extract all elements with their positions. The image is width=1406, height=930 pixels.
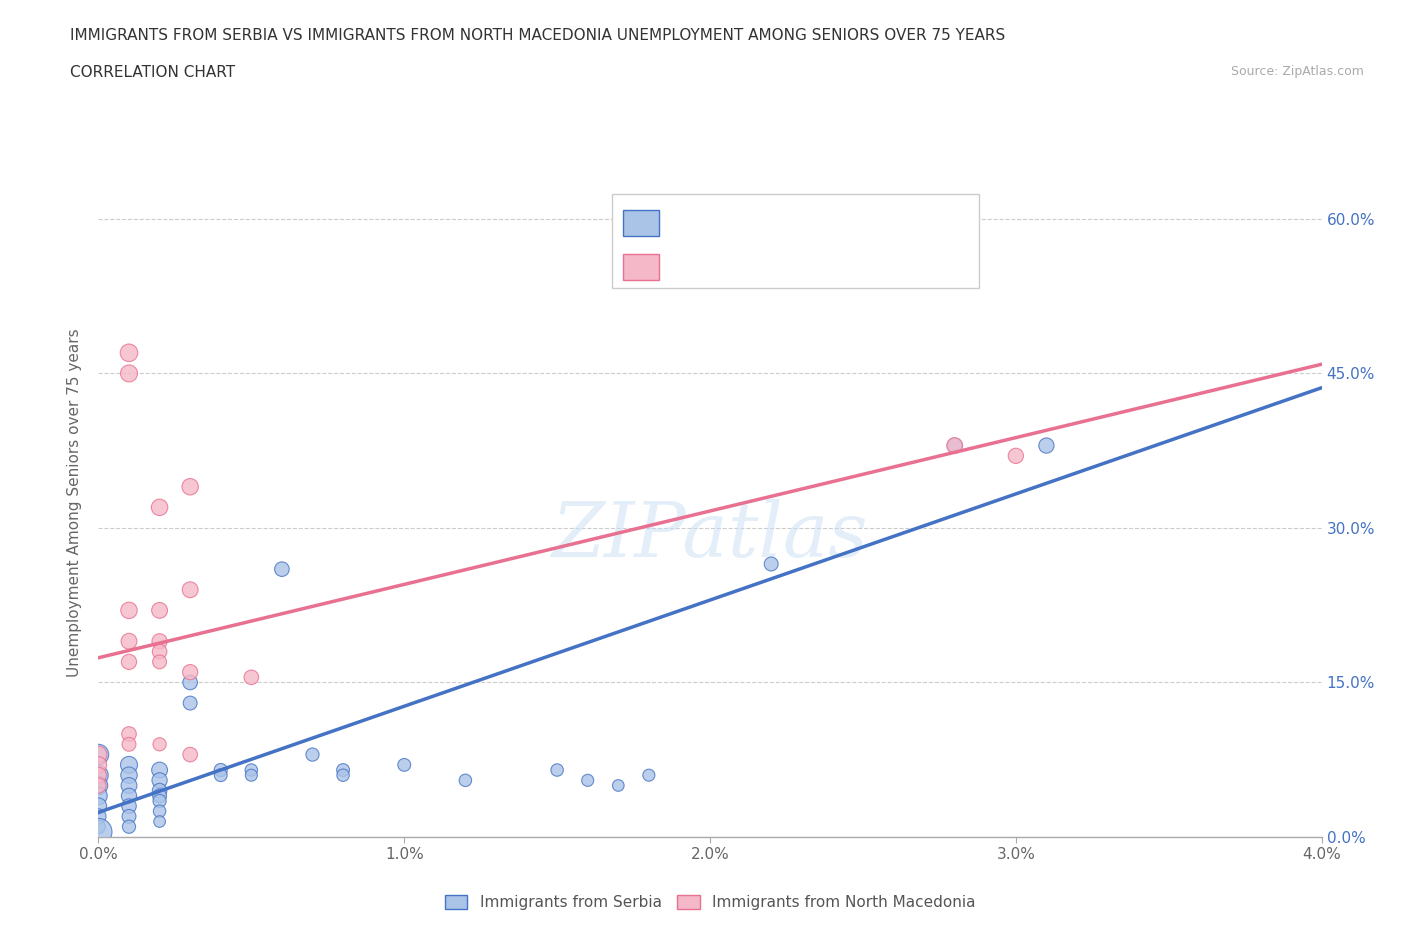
Point <box>87 768 110 783</box>
Point <box>118 809 141 824</box>
Point <box>149 793 172 808</box>
Text: 0.411: 0.411 <box>710 202 758 219</box>
Point <box>179 582 201 597</box>
Point <box>759 556 782 571</box>
Point <box>1004 448 1026 463</box>
Point <box>179 696 201 711</box>
Point <box>118 726 141 741</box>
Point <box>118 655 141 670</box>
Point <box>637 768 661 783</box>
Point <box>118 768 141 783</box>
Point <box>546 763 568 777</box>
Point <box>118 366 141 381</box>
Point <box>943 438 966 453</box>
Point <box>332 763 354 777</box>
Point <box>179 479 201 494</box>
Point <box>149 804 172 818</box>
Text: IMMIGRANTS FROM SERBIA VS IMMIGRANTS FROM NORTH MACEDONIA UNEMPLOYMENT AMONG SEN: IMMIGRANTS FROM SERBIA VS IMMIGRANTS FRO… <box>70 28 1005 43</box>
Point <box>607 778 630 793</box>
Point <box>179 675 201 690</box>
Point <box>118 757 141 772</box>
Point <box>240 670 263 684</box>
Point <box>118 799 141 814</box>
Point <box>179 665 201 680</box>
Text: Source: ZipAtlas.com: Source: ZipAtlas.com <box>1230 65 1364 78</box>
Point <box>87 819 110 834</box>
Point <box>240 768 263 783</box>
Text: N = 42: N = 42 <box>778 202 837 219</box>
Text: N = 24: N = 24 <box>778 241 837 259</box>
Point <box>149 783 172 798</box>
Point <box>209 768 232 783</box>
Point <box>240 763 263 777</box>
Point <box>270 562 294 577</box>
Text: CORRELATION CHART: CORRELATION CHART <box>70 65 235 80</box>
Point <box>332 768 354 783</box>
Point <box>149 634 172 649</box>
Point <box>209 763 232 777</box>
Point <box>87 757 110 772</box>
Point <box>576 773 599 788</box>
Point <box>87 778 110 793</box>
Point <box>87 747 110 762</box>
Point <box>149 500 172 515</box>
Text: R =  0.411   N = 42: R = 0.411 N = 42 <box>665 202 828 219</box>
Point <box>118 603 141 618</box>
Text: R =  0.365   N = 24: R = 0.365 N = 24 <box>665 241 828 259</box>
Point <box>1035 438 1057 453</box>
Point <box>149 773 172 788</box>
Point <box>179 747 201 762</box>
Point <box>87 809 110 824</box>
Point <box>118 789 141 804</box>
Point <box>118 345 141 360</box>
Point <box>149 789 172 804</box>
Text: 0.365: 0.365 <box>710 241 758 259</box>
Point <box>87 747 110 762</box>
Point <box>118 737 141 751</box>
Point <box>301 747 323 762</box>
Point <box>149 737 172 751</box>
Point <box>149 603 172 618</box>
Point <box>87 824 110 839</box>
Point <box>149 655 172 670</box>
Y-axis label: Unemployment Among Seniors over 75 years: Unemployment Among Seniors over 75 years <box>67 328 83 676</box>
Point <box>149 814 172 829</box>
Point <box>118 819 141 834</box>
Point <box>87 768 110 783</box>
Point <box>87 778 110 793</box>
Point <box>454 773 477 788</box>
Point <box>149 644 172 659</box>
Text: ZIPatlas: ZIPatlas <box>551 498 869 573</box>
Point <box>943 438 966 453</box>
Point <box>149 763 172 777</box>
Legend: Immigrants from Serbia, Immigrants from North Macedonia: Immigrants from Serbia, Immigrants from … <box>439 889 981 916</box>
Point <box>912 258 935 272</box>
Point <box>392 757 416 772</box>
Point <box>87 789 110 804</box>
Point <box>118 778 141 793</box>
Point <box>118 634 141 649</box>
Point <box>87 799 110 814</box>
